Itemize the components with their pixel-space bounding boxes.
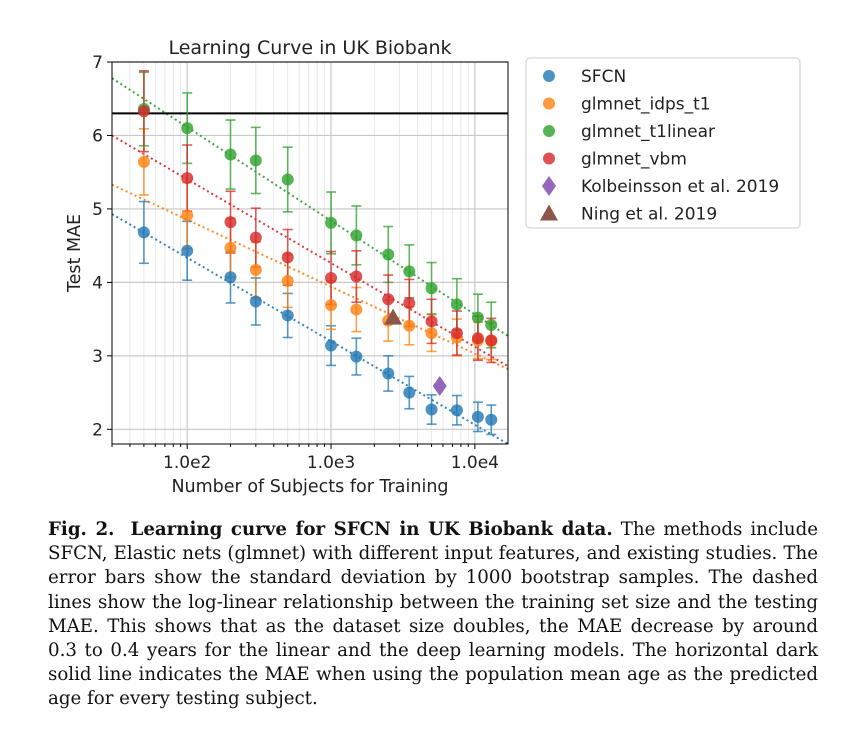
data-point	[350, 303, 363, 316]
data-point	[325, 339, 338, 352]
data-point	[485, 334, 498, 347]
data-point-triangle	[384, 308, 403, 325]
legend-marker	[543, 125, 555, 137]
data-point	[425, 282, 438, 295]
data-point	[137, 226, 150, 239]
legend-marker	[542, 176, 556, 196]
legend-label: Ning et al. 2019	[581, 205, 717, 225]
data-point	[224, 241, 237, 254]
y-tick-label: 6	[92, 126, 103, 146]
data-point	[425, 403, 438, 416]
data-point	[181, 172, 194, 185]
data-point	[382, 248, 395, 261]
data-point	[471, 410, 484, 423]
y-tick-label: 2	[92, 420, 103, 440]
data-point	[325, 271, 338, 284]
caption-title: Learning curve for SFCN in UK Biobank da…	[130, 519, 613, 540]
data-point	[450, 327, 463, 340]
caption-text: The methods include SFCN, Elastic nets (…	[48, 519, 818, 710]
data-point	[137, 105, 150, 118]
data-point	[350, 229, 363, 242]
caption-label: Fig. 2.	[48, 519, 115, 540]
data-point	[181, 244, 194, 257]
data-point	[485, 318, 498, 331]
data-point	[181, 209, 194, 222]
data-point	[281, 173, 294, 186]
data-point-diamond	[432, 375, 447, 396]
data-point	[249, 295, 262, 308]
data-point	[403, 386, 416, 399]
legend-marker	[543, 97, 555, 110]
data-point	[350, 270, 363, 283]
y-tick-label: 7	[92, 53, 103, 73]
learning-curve-chart: 2 3 4 5 6 7 1.0e2 1.0e3 1.0e4 Learning Curve in …	[65, 37, 801, 497]
legend-marker	[543, 70, 555, 82]
y-tick-label: 5	[92, 200, 103, 220]
data-point	[249, 263, 262, 276]
data-point	[471, 311, 484, 324]
legend-label: glmnet_vbm	[581, 150, 687, 170]
y-tick-label: 3	[92, 347, 103, 367]
trend-line	[111, 77, 509, 337]
grid	[111, 61, 508, 444]
data-point	[350, 350, 363, 363]
data-point	[403, 296, 416, 309]
legend-label: glmnet_t1linear	[581, 122, 715, 142]
legend-marker	[543, 152, 555, 165]
data-point	[485, 413, 498, 426]
data-point	[450, 298, 463, 311]
data-point	[249, 231, 262, 244]
legend-marker	[540, 204, 558, 221]
data-point	[425, 327, 438, 340]
data-point	[281, 251, 294, 264]
data-point	[382, 293, 395, 306]
data-point	[382, 367, 395, 380]
data-point	[249, 154, 262, 167]
data-points	[137, 103, 498, 426]
trend-line	[111, 183, 509, 370]
legend-label: Kolbeinsson et al. 2019	[581, 177, 779, 197]
trend-lines	[111, 77, 509, 445]
trend-line	[111, 213, 509, 445]
trend-line	[111, 134, 509, 367]
chart-title: Learning Curve in UK Biobank	[168, 37, 451, 59]
figure: 2 3 4 5 6 7 1.0e2 1.0e3 1.0e4 Learning Curve in …	[65, 37, 801, 497]
legend: SFCN glmnet_idps_t1 glmnet_t1linear glmnet_…	[525, 57, 801, 229]
figure-caption: Fig. 2. Learning curve for SFCN in UK Bi…	[48, 518, 818, 712]
y-axis-label: Test MAE	[65, 214, 85, 293]
data-point	[224, 271, 237, 284]
data-point	[450, 404, 463, 417]
data-point	[224, 216, 237, 229]
legend-label: SFCN	[581, 67, 626, 87]
data-point	[425, 315, 438, 328]
data-point	[224, 148, 237, 161]
data-point	[281, 274, 294, 287]
data-point	[403, 265, 416, 278]
data-point	[137, 155, 150, 168]
data-point	[181, 122, 194, 135]
data-point	[325, 216, 338, 229]
axes: 2 3 4 5 6 7 1.0e2 1.0e3 1.0e4	[92, 53, 499, 473]
data-point	[403, 319, 416, 332]
data-point	[471, 332, 484, 345]
data-point	[281, 309, 294, 322]
x-axis-label: Number of Subjects for Training	[171, 477, 448, 497]
data-point	[325, 299, 338, 312]
x-tick-label: 1.0e4	[451, 453, 499, 473]
x-tick-label: 1.0e3	[307, 453, 355, 473]
x-tick-label: 1.0e2	[163, 453, 211, 473]
y-tick-label: 4	[92, 273, 103, 293]
legend-box	[525, 57, 801, 229]
plot-frame	[111, 61, 509, 445]
legend-label: glmnet_idps_t1	[581, 95, 711, 115]
